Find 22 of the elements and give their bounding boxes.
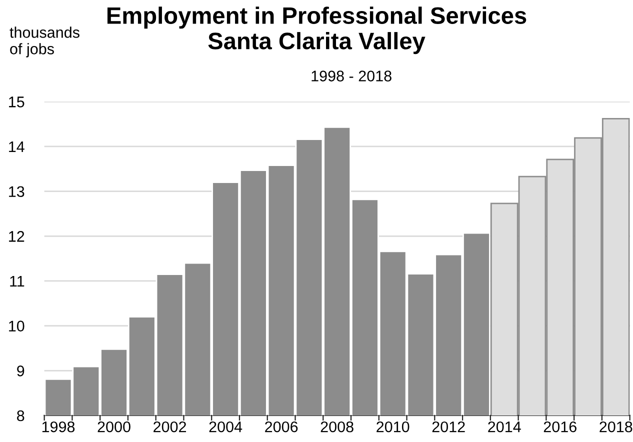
x-tick-label: 2006 xyxy=(265,421,298,432)
y-tick-label: 12 xyxy=(9,231,24,242)
x-tick-label: 2016 xyxy=(544,421,576,432)
x-tick-label: 2002 xyxy=(154,421,186,432)
x-tick-label: 2018 xyxy=(600,421,632,432)
y-tick-label: 9 xyxy=(17,366,24,376)
x-tick-label: 2000 xyxy=(98,421,130,432)
chart-title: Employment in Professional Services Santa Clarita Valley xyxy=(107,6,526,54)
y-axis-title: thousands of jobs xyxy=(10,26,80,58)
x-tick-label: 2008 xyxy=(320,421,354,432)
chart-subtitle: 1998 - 2018 xyxy=(312,70,392,82)
y-tick-label: 15 xyxy=(9,96,24,108)
x-tick-label: 2004 xyxy=(209,421,242,432)
x-tick-label: 2014 xyxy=(488,421,521,432)
y-tick-label: 10 xyxy=(9,320,24,332)
y-tick-label: 14 xyxy=(9,142,24,152)
y-tick-label: 11 xyxy=(10,276,24,287)
y-tick-label: 8 xyxy=(17,410,24,422)
x-tick-label: 2010 xyxy=(376,421,410,432)
x-tick-label: 2012 xyxy=(432,421,465,432)
x-tick-label: 1998 xyxy=(42,421,75,432)
y-tick-label: 13 xyxy=(9,186,24,198)
